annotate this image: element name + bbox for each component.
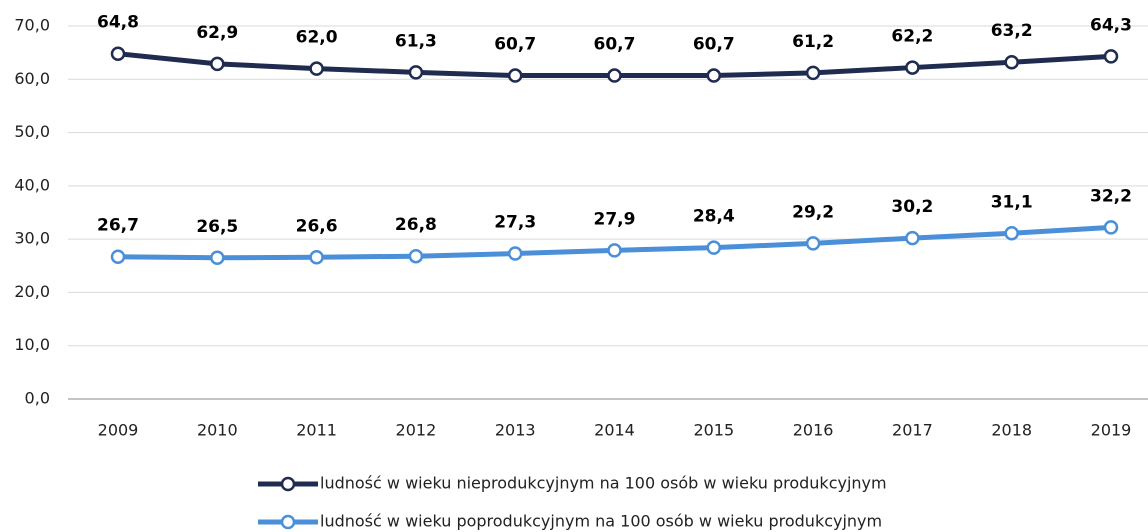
legend-marker bbox=[280, 514, 296, 530]
x-tick-label: 2017 bbox=[892, 421, 933, 440]
data-point bbox=[408, 65, 424, 80]
data-point bbox=[1103, 220, 1119, 235]
data-point bbox=[805, 65, 821, 81]
x-tick-label: 2019 bbox=[1091, 421, 1132, 440]
data-label: 60,7 bbox=[494, 35, 536, 55]
y-tick-label: 0,0 bbox=[25, 389, 50, 408]
data-label: 60,7 bbox=[594, 35, 636, 55]
data-label: 61,3 bbox=[395, 31, 437, 51]
data-point bbox=[507, 68, 523, 83]
data-label: 27,3 bbox=[494, 213, 536, 233]
data-label: 26,5 bbox=[196, 217, 238, 237]
data-point bbox=[210, 56, 225, 72]
data-point bbox=[607, 68, 622, 83]
data-label: 26,6 bbox=[296, 216, 338, 236]
x-tick-label: 2013 bbox=[495, 421, 536, 440]
data-label: 26,7 bbox=[97, 216, 139, 236]
data-point bbox=[905, 230, 920, 246]
y-tick-label: 50,0 bbox=[14, 122, 50, 141]
legend-marker bbox=[280, 476, 296, 492]
x-tick-label: 2018 bbox=[991, 421, 1032, 440]
data-point bbox=[408, 248, 424, 264]
data-point bbox=[706, 240, 722, 255]
x-tick-label: 2015 bbox=[693, 421, 734, 440]
data-point bbox=[706, 68, 722, 83]
data-label: 31,1 bbox=[991, 192, 1033, 212]
y-tick-label: 20,0 bbox=[14, 282, 50, 301]
x-tick-label: 2010 bbox=[197, 421, 238, 440]
data-point bbox=[110, 46, 126, 61]
data-label: 29,2 bbox=[792, 202, 834, 222]
data-point bbox=[210, 250, 225, 266]
data-label: 64,3 bbox=[1090, 15, 1132, 35]
y-tick-label: 70,0 bbox=[14, 16, 50, 35]
x-tick-label: 2016 bbox=[793, 421, 834, 440]
data-label: 28,4 bbox=[693, 207, 735, 227]
data-point bbox=[607, 243, 622, 258]
data-label: 60,7 bbox=[693, 35, 735, 55]
data-point bbox=[507, 246, 523, 261]
x-tick-label: 2011 bbox=[296, 421, 337, 440]
data-point bbox=[1103, 49, 1119, 64]
data-label: 62,9 bbox=[196, 23, 238, 43]
x-tick-label: 2012 bbox=[396, 421, 437, 440]
data-label: 63,2 bbox=[991, 21, 1033, 41]
y-tick-label: 40,0 bbox=[14, 175, 50, 194]
legend-label: ludność w wieku poprodukcyjnym na 100 os… bbox=[320, 512, 882, 531]
legend-label: ludność w wieku nieprodukcyjnym na 100 o… bbox=[320, 474, 887, 493]
data-point bbox=[110, 249, 126, 264]
data-label: 26,8 bbox=[395, 215, 437, 235]
data-label: 32,2 bbox=[1090, 186, 1132, 206]
x-tick-label: 2009 bbox=[98, 421, 139, 440]
data-point bbox=[805, 236, 821, 251]
data-label: 27,9 bbox=[594, 209, 636, 229]
data-point bbox=[905, 60, 920, 75]
data-point bbox=[309, 250, 324, 265]
data-label: 30,2 bbox=[891, 197, 933, 217]
data-label: 61,2 bbox=[792, 32, 834, 52]
data-point bbox=[1004, 54, 1019, 70]
y-tick-label: 10,0 bbox=[14, 335, 50, 354]
y-tick-label: 30,0 bbox=[14, 229, 50, 248]
data-label: 62,2 bbox=[891, 27, 933, 47]
data-label: 64,8 bbox=[97, 13, 139, 33]
x-tick-label: 2014 bbox=[594, 421, 635, 440]
data-point bbox=[309, 61, 324, 76]
y-tick-label: 60,0 bbox=[14, 69, 50, 88]
data-point bbox=[1004, 226, 1019, 241]
data-label: 62,0 bbox=[296, 28, 338, 48]
